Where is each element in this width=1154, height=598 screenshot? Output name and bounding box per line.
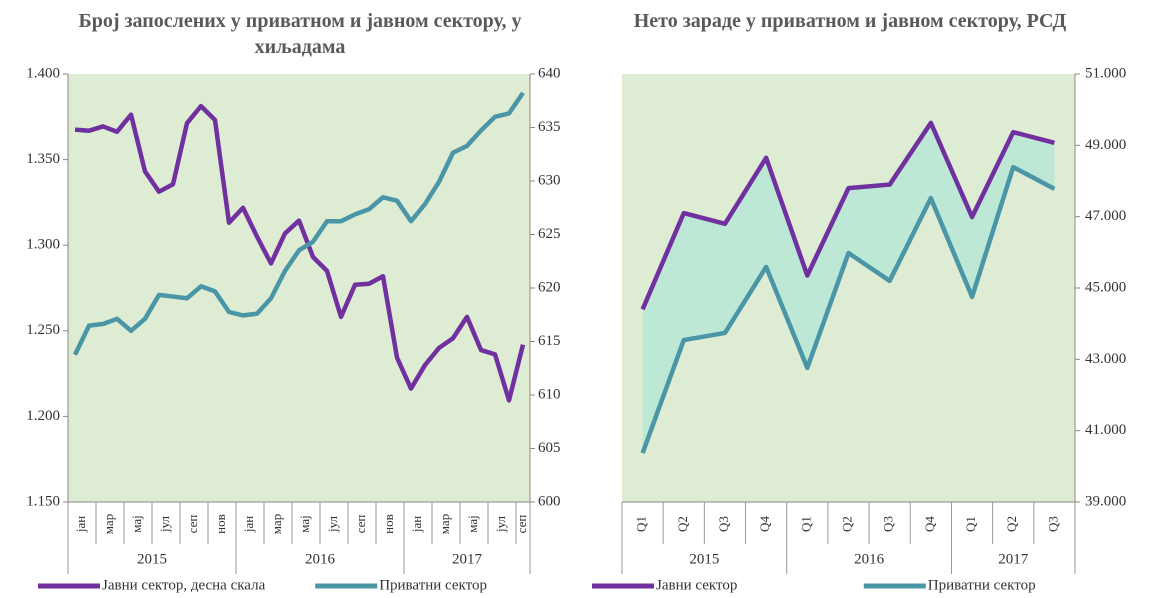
x-tick-label: јул — [493, 515, 508, 533]
chart-title: Број запослених у приватном и јавном сек… — [78, 10, 522, 58]
y2-tick-label: 640 — [538, 65, 561, 81]
y-tick-label: 41.000 — [1085, 422, 1126, 438]
y-tick-label: 43.000 — [1085, 351, 1126, 367]
group-label: 2016 — [305, 551, 336, 567]
x-tick-label: сеп — [514, 515, 529, 534]
x-tick-label: Q2 — [839, 516, 854, 532]
y-tick-label: 1.300 — [26, 237, 60, 253]
x-tick-label: нов — [381, 514, 396, 534]
x-tick-label: јан — [73, 516, 88, 533]
x-tick-label: сеп — [353, 515, 368, 534]
legend-label: Приватни сектор — [928, 577, 1036, 593]
y-tick-label: 47.000 — [1085, 208, 1126, 224]
x-tick-label: Q3 — [1045, 516, 1060, 532]
x-tick-label: Q3 — [881, 516, 896, 532]
plot-area — [68, 74, 530, 502]
x-tick-label: мај — [129, 515, 144, 533]
y-tick-label: 49.000 — [1085, 137, 1126, 153]
y-tick-label: 1.150 — [26, 493, 60, 509]
legend-label: Јавни сектор, десна скала — [102, 577, 266, 593]
x-tick-label: мај — [297, 515, 312, 533]
y2-tick-label: 620 — [538, 279, 561, 295]
y-tick-label: 39.000 — [1085, 493, 1126, 509]
data-line — [640, 164, 1056, 454]
y2-tick-label: 615 — [538, 333, 561, 349]
x-tick-label: мај — [465, 515, 480, 533]
y2-tick-label: 610 — [538, 386, 561, 402]
x-tick-label: мар — [269, 514, 284, 534]
x-tick-label: Q1 — [634, 516, 649, 532]
x-tick-label: мар — [101, 514, 116, 534]
x-tick-label: сеп — [185, 515, 200, 534]
y2-tick-label: 630 — [538, 172, 561, 188]
x-tick-label: јан — [409, 516, 424, 533]
group-label: 2017 — [998, 551, 1029, 567]
x-tick-label: Q4 — [922, 516, 937, 532]
y2-tick-label: 600 — [538, 493, 561, 509]
x-tick-label: јан — [241, 516, 256, 533]
y-tick-label: 45.000 — [1085, 279, 1126, 295]
x-tick-label: Q1 — [963, 516, 978, 532]
group-label: 2015 — [689, 551, 719, 567]
x-tick-label: мар — [437, 514, 452, 534]
y-tick-label: 1.200 — [26, 408, 60, 424]
y-tick-label: 1.400 — [26, 65, 60, 81]
x-tick-label: нов — [213, 514, 228, 534]
legend-label: Јавни сектор — [656, 577, 737, 593]
group-label: 2017 — [452, 551, 483, 567]
y2-tick-label: 635 — [538, 119, 561, 135]
group-label: 2016 — [854, 551, 885, 567]
legend-label: Приватни сектор — [379, 577, 487, 593]
x-tick-label: Q4 — [757, 516, 772, 532]
chart-title: Нето зараде у приватном и јавном сектору… — [633, 10, 1067, 32]
group-label: 2015 — [137, 551, 167, 567]
y2-tick-label: 605 — [538, 440, 561, 456]
x-tick-label: Q1 — [798, 516, 813, 532]
y-tick-label: 51.000 — [1085, 65, 1126, 81]
x-tick-label: јул — [157, 515, 172, 533]
x-tick-label: Q2 — [1004, 516, 1019, 532]
data-line — [640, 120, 1055, 311]
x-tick-label: јул — [325, 515, 340, 533]
x-tick-label: Q3 — [716, 516, 731, 532]
x-tick-label: Q2 — [675, 516, 690, 532]
y-tick-label: 1.250 — [26, 322, 60, 338]
data-line — [74, 103, 526, 403]
y2-tick-label: 625 — [538, 226, 561, 242]
spread-area — [642, 122, 1055, 454]
data-line — [72, 91, 525, 356]
y-tick-label: 1.350 — [26, 151, 60, 167]
